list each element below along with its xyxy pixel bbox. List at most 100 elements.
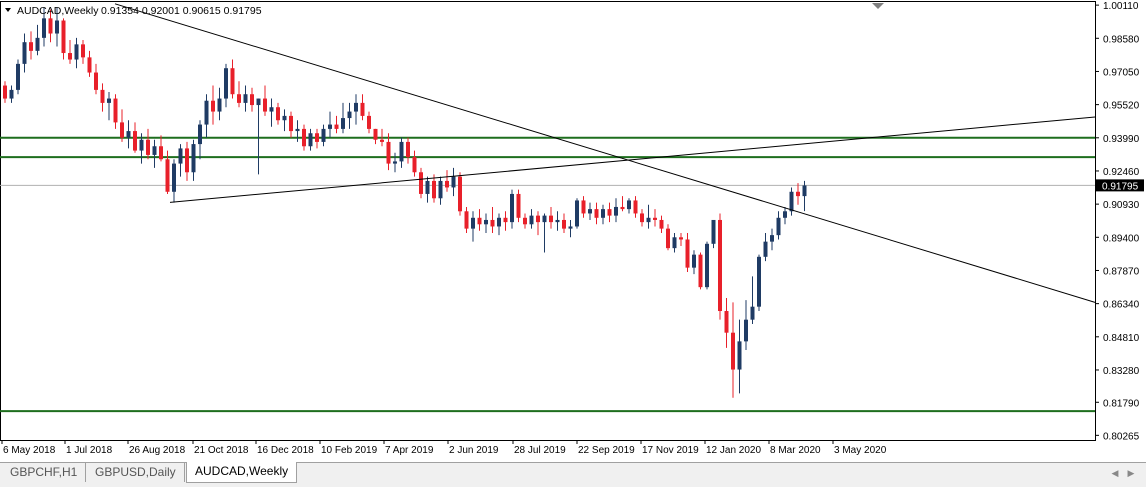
candle-body <box>640 213 644 223</box>
candle-body <box>198 124 202 145</box>
candle-body <box>380 139 384 142</box>
candle-body <box>94 72 98 90</box>
candle-body <box>237 94 241 103</box>
candle-body <box>48 18 53 34</box>
candle-body <box>159 146 163 160</box>
candle-body <box>315 133 319 142</box>
candle-body <box>386 141 391 164</box>
tab-scroll-controls: ◀ ▶ <box>1106 465 1142 481</box>
candle-body <box>250 94 254 106</box>
candle-body <box>497 217 501 227</box>
time-axis: 6 May 2018 1 Jul 2018 26 Aug 2018 21 Oct 20… <box>1 440 887 456</box>
candle-body <box>29 42 33 51</box>
candle-body <box>458 176 462 212</box>
candle-body <box>698 254 703 288</box>
candle-body <box>757 256 761 307</box>
candle-body <box>230 68 235 95</box>
time-tick-label: 12 Jan 2020 <box>706 445 761 456</box>
candle-body <box>276 107 280 121</box>
candle-body <box>783 211 787 218</box>
time-tick-label: 21 Oct 2018 <box>194 445 249 456</box>
candle-body <box>471 217 475 229</box>
candle-body <box>393 161 397 164</box>
candle-body <box>334 124 339 129</box>
candle-body <box>516 193 521 218</box>
candle-body <box>16 63 20 90</box>
time-tick-label: 1 Jul 2018 <box>66 445 113 456</box>
current-price-badge <box>1096 179 1144 192</box>
candle-body <box>321 128 326 142</box>
candle-body <box>685 239 690 268</box>
candle-body <box>113 98 118 123</box>
candle-body <box>503 217 508 223</box>
candle-body <box>737 341 742 370</box>
candle-body <box>750 306 755 320</box>
candle-body <box>711 219 716 244</box>
time-tick-label: 2 Jun 2019 <box>449 445 499 456</box>
candle-body <box>770 235 774 242</box>
trend-line-up <box>169 116 1096 203</box>
price-tick-label: 0.92460 <box>1103 167 1140 178</box>
candle-body <box>217 98 222 112</box>
candle-body <box>347 111 352 119</box>
candle-body <box>523 217 527 225</box>
candle-body <box>191 144 196 173</box>
candle-body <box>484 219 488 225</box>
candle-body <box>22 42 27 64</box>
candle-body <box>646 217 651 223</box>
scroll-right-icon[interactable]: ▶ <box>1127 468 1135 478</box>
candle-body <box>243 94 248 103</box>
chart-header: AUDCAD,Weekly 0.91354 0.92001 0.90615 0.… <box>5 3 884 17</box>
candle-body <box>672 237 677 249</box>
plot-border <box>0 1 1096 441</box>
time-tick-label: 16 Dec 2018 <box>257 445 314 456</box>
candle-body <box>607 209 612 216</box>
tab-audcad-weekly[interactable]: AUDCAD,Weekly <box>186 462 298 483</box>
candle-body <box>744 319 748 342</box>
candle-body <box>367 115 371 129</box>
price-tick-label: 0.87870 <box>1103 266 1140 277</box>
candle-body <box>581 200 586 214</box>
candle-body <box>562 219 566 229</box>
candle-body <box>666 228 670 249</box>
dropdown-triangle-icon[interactable] <box>5 8 11 12</box>
candle-body <box>341 118 345 129</box>
price-tick-label: 0.93990 <box>1103 134 1140 145</box>
candle-body <box>81 44 85 58</box>
candle-body <box>185 148 189 173</box>
candle-body <box>627 200 631 210</box>
price-axis: 1.00110 0.98580 0.97050 0.95520 0.93990 0.924… <box>1095 1 1144 442</box>
candle-body <box>256 98 261 106</box>
candle-body <box>451 176 456 188</box>
candle-body <box>328 124 332 129</box>
candle-body <box>510 193 514 223</box>
chart-shift-marker-icon[interactable] <box>872 3 884 9</box>
candle-body <box>406 141 410 158</box>
candle-body <box>425 180 430 194</box>
price-tick-label: 0.84810 <box>1103 333 1140 344</box>
candle-body <box>87 57 92 73</box>
tab-gbpusd-daily[interactable]: GBPUSD,Daily <box>87 463 185 482</box>
candle-body <box>594 209 599 218</box>
candle-body <box>282 115 287 121</box>
candle-body <box>776 217 781 236</box>
ohlc-readout: 0.91354 0.92001 0.90615 0.91795 <box>101 5 262 17</box>
candle-body <box>211 100 215 112</box>
candle-body <box>152 146 157 155</box>
tab-gbpchf-h1[interactable]: GBPCHF,H1 <box>2 463 87 482</box>
scroll-left-icon[interactable]: ◀ <box>1111 468 1119 478</box>
candle-body <box>373 128 378 140</box>
candle-body <box>412 157 417 173</box>
price-tick-label: 0.98580 <box>1103 34 1140 45</box>
candle-body <box>308 133 313 147</box>
time-tick-label: 17 Nov 2019 <box>642 445 699 456</box>
price-tick-label: 0.89400 <box>1103 233 1140 244</box>
candle-body <box>718 219 722 312</box>
candle-body <box>295 128 300 132</box>
candle-body <box>679 237 683 240</box>
trend-lines <box>114 3 1096 303</box>
time-tick-label: 22 Sep 2019 <box>578 445 635 456</box>
candle-body <box>263 98 267 112</box>
price-tick-label: 0.97050 <box>1103 67 1140 78</box>
